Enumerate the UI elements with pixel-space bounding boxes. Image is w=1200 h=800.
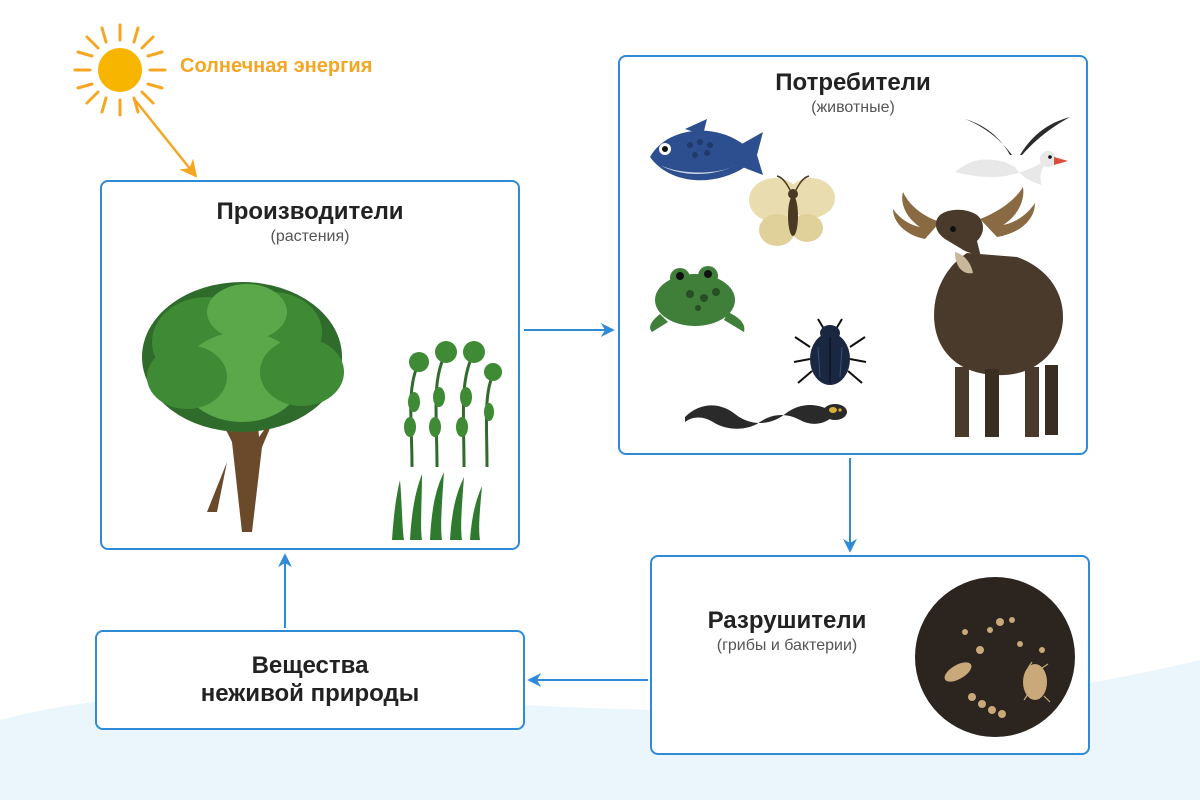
consumers-title: Потребители	[620, 69, 1086, 97]
decomposers-box: Разрушители (грибы и бактерии)	[650, 555, 1090, 755]
producers-box: Производители (растения)	[100, 180, 520, 550]
decomposers-title: Разрушители	[672, 607, 902, 635]
fern-icon	[392, 322, 502, 472]
producers-subtitle: (растения)	[102, 228, 518, 246]
snake-icon	[675, 372, 850, 437]
butterfly-icon	[745, 172, 840, 257]
tree-icon	[117, 262, 377, 542]
frog-icon	[640, 252, 755, 337]
grass-icon	[382, 472, 492, 542]
petri-dish-icon	[910, 572, 1080, 742]
abiotic-title-line2: неживой природы	[97, 680, 523, 708]
moose-icon	[885, 177, 1085, 447]
abiotic-title-line1: Вещества	[97, 652, 523, 680]
producers-title: Производители	[102, 198, 518, 226]
consumers-box: Потребители (животные)	[618, 55, 1088, 455]
abiotic-box: Вещества неживой природы	[95, 630, 525, 730]
decomposers-subtitle: (грибы и бактерии)	[672, 637, 902, 655]
